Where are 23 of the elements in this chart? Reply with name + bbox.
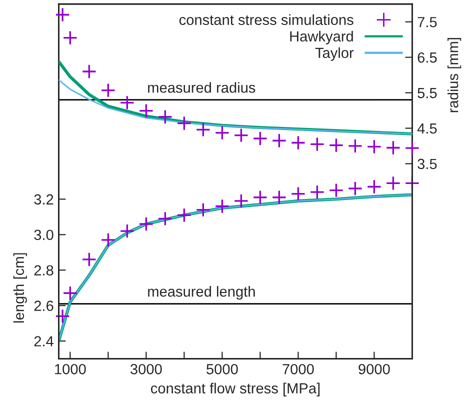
y2-tick-label: 4.5 [417, 123, 437, 134]
legend-label: constant stress simulations [179, 14, 354, 26]
ref-line-label: measured radius [148, 82, 256, 93]
y2-tick-label: 3.5 [418, 158, 437, 170]
x-axis-title: constant flow stress [MPa] [150, 382, 320, 396]
y-tick-label: 3.0 [34, 230, 54, 240]
y-axis-title: length [cm] [13, 253, 27, 322]
y-tick-label: 2.6 [34, 300, 54, 311]
y2-tick-label: 7.5 [418, 17, 437, 28]
x-tick-label: 3000 [130, 364, 162, 374]
x-tick-label: 9000 [358, 364, 390, 374]
y2-tick-label: 6.5 [418, 52, 437, 63]
x-tick-label: 1000 [55, 364, 86, 374]
legend-label: Taylor [315, 47, 354, 61]
y2-tick-label: 5.5 [418, 88, 437, 98]
y-tick-label: 2.4 [34, 336, 54, 346]
legend-label: Hawkyard [290, 30, 353, 44]
ref-line-label: measured length [148, 286, 255, 300]
x-tick-label: 7000 [282, 364, 314, 374]
y-tick-label: 2.8 [34, 265, 54, 276]
y-tick-label: 3.2 [34, 194, 54, 205]
y2-axis-title: radius [mm] [448, 38, 462, 112]
x-tick-label: 5000 [206, 364, 238, 374]
